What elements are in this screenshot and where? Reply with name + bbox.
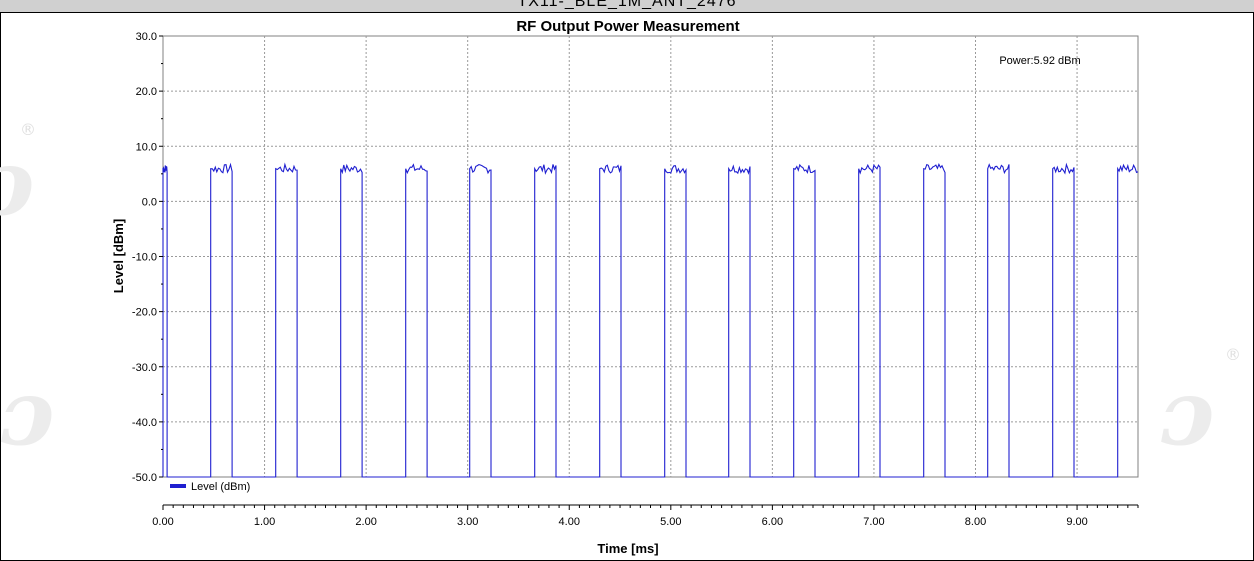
x-tick-label: 9.00	[1066, 516, 1087, 528]
watermark-logo-right: ɔ	[1160, 360, 1215, 466]
legend-entry: Level (dBm)	[191, 481, 250, 493]
y-tick-label: -30.0	[132, 362, 157, 374]
x-tick-label: 7.00	[863, 516, 884, 528]
x-tick-label: 0.00	[152, 516, 173, 528]
y-tick-label: 20.0	[136, 86, 157, 98]
x-tick-label: 4.00	[559, 516, 580, 528]
power-annotation: Power:5.92 dBm	[999, 55, 1080, 67]
registered-mark-icon: ®	[20, 120, 36, 139]
y-tick-label: -20.0	[132, 307, 157, 319]
x-axis: 0.00 1.00 2.00 3.00 4.00 5.00 6.00 7.00 8.00 9.00	[152, 504, 1139, 528]
y-axis: 30.0 20.0 10.0 0.0 -10.0 -20.0 -30.0 -40.0 -50.0	[132, 31, 163, 484]
x-tick-label: 3.00	[457, 516, 478, 528]
registered-mark-icon-2: ®	[1225, 345, 1241, 364]
y-tick-label: -50.0	[132, 472, 157, 484]
y-tick-label: 30.0	[136, 31, 157, 43]
y-axis-title: Level [dBm]	[111, 219, 126, 293]
y-tick-label: -10.0	[132, 252, 157, 264]
y-tick-label: 0.0	[142, 196, 157, 208]
header-text: TX11-_BLE_1M_ANT_2476	[517, 0, 737, 10]
header-band: TX11-_BLE_1M_ANT_2476	[0, 0, 1254, 13]
grid	[163, 36, 1138, 477]
trace-group	[162, 162, 1139, 478]
legend-swatch	[170, 484, 186, 488]
x-tick-label: 1.00	[254, 516, 275, 528]
series-level-line	[162, 162, 1139, 478]
legend: Level (dBm)	[170, 481, 250, 493]
x-tick-label: 2.00	[355, 516, 376, 528]
x-tick-label: 5.00	[660, 516, 681, 528]
x-tick-label: 6.00	[762, 516, 783, 528]
x-tick-label: 8.00	[965, 516, 986, 528]
watermark-logo-left: ɔ	[0, 130, 35, 236]
y-tick-label: 10.0	[136, 141, 157, 153]
x-axis-title: Time [ms]	[597, 541, 658, 556]
watermark-logo-left-2: ɔ	[0, 360, 55, 466]
chart-title: RF Output Power Measurement	[516, 18, 739, 35]
y-tick-label: -40.0	[132, 417, 157, 429]
